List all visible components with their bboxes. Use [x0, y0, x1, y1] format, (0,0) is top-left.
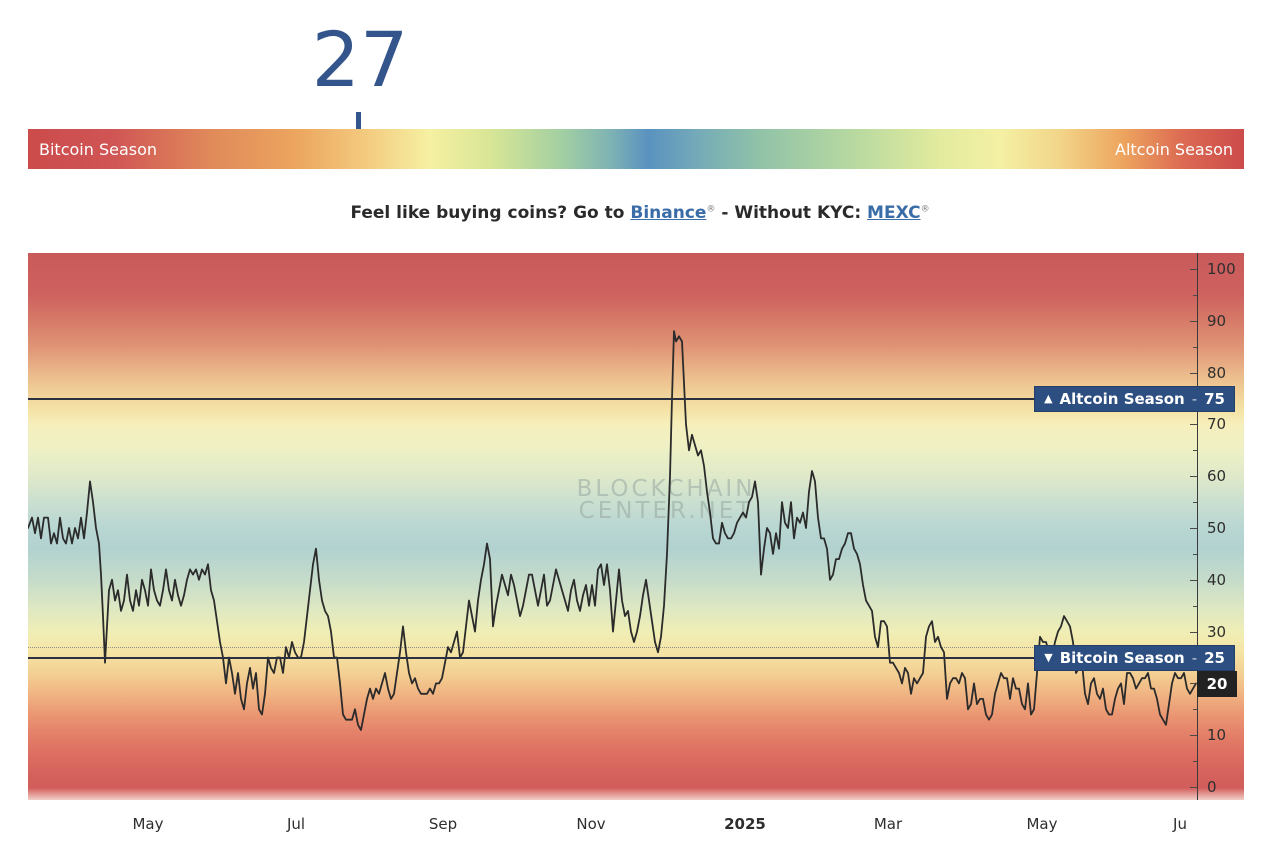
y-axis-label: 50 [1207, 519, 1227, 537]
binance-link[interactable]: Binance [630, 203, 707, 223]
y-axis-label: 0 [1207, 778, 1217, 796]
promo-prefix: Feel like buying coins? Go to [350, 203, 631, 223]
y-axis-label: 40 [1207, 570, 1227, 589]
current-value-badge: 20 [1197, 670, 1237, 697]
y-tick-minor [1193, 605, 1197, 607]
current-index-value: 27 [311, 15, 409, 104]
y-axis-label: 90 [1207, 311, 1227, 330]
y-axis-label: 100 [1207, 260, 1236, 278]
y-tick-major [1190, 476, 1197, 478]
y-tick-minor [1193, 294, 1197, 296]
y-tick-major [1190, 631, 1197, 633]
y-axis-label: 10 [1207, 726, 1227, 745]
altcoin-season-threshold-line [28, 397, 1197, 400]
y-tick-major [1190, 372, 1197, 374]
current-value-dotted-line [28, 647, 1197, 649]
y-tick-minor [1193, 502, 1197, 504]
y-axis-label: 30 [1207, 622, 1227, 641]
bitcoin-badge-label: Bitcoin Season [1059, 648, 1185, 667]
y-tick-major [1190, 683, 1197, 685]
y-tick-major [1190, 269, 1197, 270]
watermark-line-2: CENTER.NET [578, 498, 754, 524]
y-tick-major [1190, 787, 1197, 788]
y-axis-label: 80 [1207, 363, 1227, 382]
y-axis-label: 70 [1207, 415, 1227, 434]
registered-trademark-icon: ® [920, 204, 930, 215]
index-history-chart[interactable]: BLOCKCHAIN CENTER.NET 0 10 20 30 40 50 60 70 80 9… [28, 253, 1244, 800]
promo-text: Feel like buying coins? Go to Binance® -… [0, 203, 1280, 223]
registered-trademark-icon: ® [706, 204, 716, 215]
x-axis-label: Ju [1173, 815, 1187, 833]
altcoin-badge-value: 75 [1204, 389, 1225, 408]
season-gradient-bar: Bitcoin Season Altcoin Season [28, 129, 1244, 169]
y-tick-major [1190, 528, 1197, 529]
x-axis-label: May [1026, 815, 1058, 833]
x-axis-label: 2025 [724, 815, 766, 833]
chart-gradient-background [28, 253, 1244, 800]
y-axis-line [1197, 253, 1198, 800]
bitcoin-badge-value: 25 [1204, 648, 1225, 667]
altcoin-season-label: Altcoin Season [1115, 139, 1233, 159]
y-tick-major [1190, 424, 1197, 426]
badge-separator: - [1191, 389, 1198, 408]
y-tick-major [1190, 735, 1197, 737]
bitcoin-season-label: Bitcoin Season [39, 139, 158, 159]
y-tick-minor [1193, 450, 1197, 452]
altcoin-badge-label: Altcoin Season [1059, 389, 1185, 408]
x-axis-label: Nov [576, 815, 606, 833]
y-tick-minor [1193, 761, 1197, 763]
bitcoin-season-threshold-line [28, 656, 1197, 659]
watermark-line-1: BLOCKCHAIN [576, 476, 756, 502]
x-axis-label: May [132, 815, 164, 833]
x-axis-label: Jul [286, 815, 306, 833]
y-axis-label: 60 [1207, 467, 1227, 486]
watermark: BLOCKCHAIN CENTER.NET [496, 476, 836, 524]
promo-middle: - Without KYC: [715, 203, 868, 223]
y-tick-minor [1193, 553, 1197, 555]
bitcoin-season-badge: ▼ Bitcoin Season - 25 [1034, 644, 1235, 671]
badge-separator: - [1191, 648, 1198, 667]
y-tick-major [1190, 320, 1197, 322]
up-triangle-icon: ▲ [1044, 392, 1053, 405]
mexc-link[interactable]: MEXC [867, 203, 921, 223]
y-tick-major [1190, 579, 1197, 581]
altcoin-season-badge: ▲ Altcoin Season - 75 [1034, 385, 1235, 412]
y-tick-minor [1193, 709, 1197, 711]
y-tick-minor [1193, 346, 1197, 348]
x-axis-label: Sep [428, 815, 458, 833]
index-line-series [28, 330, 1197, 731]
down-triangle-icon: ▼ [1044, 651, 1053, 664]
x-axis-label: Mar [873, 815, 903, 833]
